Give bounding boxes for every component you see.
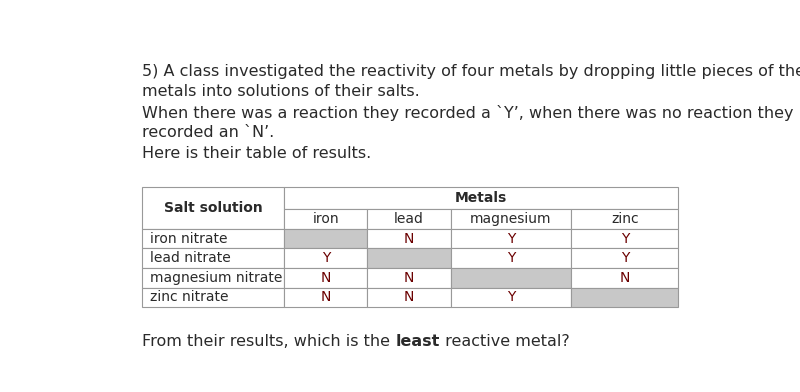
Text: Y: Y [506, 251, 515, 265]
Bar [142, 229, 284, 249]
Text: Metals: Metals [455, 191, 507, 205]
Text: N: N [404, 271, 414, 285]
Text: Y: Y [621, 232, 629, 245]
Bar [367, 209, 450, 229]
Text: N: N [620, 271, 630, 285]
Bar [367, 288, 450, 307]
Text: N: N [321, 271, 331, 285]
Text: From their results, which is the: From their results, which is the [142, 334, 395, 349]
Text: Y: Y [506, 290, 515, 305]
Text: When there was a reaction they recorded a `Y’, when there was no reaction they: When there was a reaction they recorded … [142, 105, 794, 121]
Bar [450, 209, 571, 229]
Text: iron nitrate: iron nitrate [150, 232, 227, 245]
Bar [284, 268, 367, 288]
Bar [571, 249, 678, 268]
Bar [284, 288, 367, 307]
Text: reactive metal?: reactive metal? [440, 334, 570, 349]
Text: lead nitrate: lead nitrate [150, 251, 230, 265]
Bar [284, 187, 678, 209]
Text: Y: Y [322, 251, 330, 265]
Text: metals into solutions of their salts.: metals into solutions of their salts. [142, 84, 420, 99]
Bar [142, 288, 284, 307]
Text: Salt solution: Salt solution [164, 201, 262, 215]
Text: 5) A class investigated the reactivity of four metals by dropping little pieces : 5) A class investigated the reactivity o… [142, 64, 800, 79]
Bar [367, 249, 450, 268]
Text: N: N [404, 232, 414, 245]
Bar [367, 268, 450, 288]
Bar [284, 229, 367, 249]
Text: zinc nitrate: zinc nitrate [150, 290, 228, 305]
Text: Y: Y [506, 232, 515, 245]
Text: Y: Y [621, 251, 629, 265]
Bar [284, 249, 367, 268]
Text: iron: iron [313, 212, 339, 226]
Text: recorded an `N’.: recorded an `N’. [142, 125, 274, 140]
Text: least: least [395, 334, 440, 349]
Bar [142, 187, 284, 229]
Bar [571, 288, 678, 307]
Bar [367, 229, 450, 249]
Bar [142, 249, 284, 268]
Bar [450, 249, 571, 268]
Text: N: N [404, 290, 414, 305]
Text: zinc: zinc [611, 212, 638, 226]
Text: magnesium nitrate: magnesium nitrate [150, 271, 282, 285]
Text: N: N [321, 290, 331, 305]
Bar [571, 268, 678, 288]
Bar [571, 229, 678, 249]
Bar [450, 268, 571, 288]
Text: Here is their table of results.: Here is their table of results. [142, 146, 371, 161]
Text: lead: lead [394, 212, 424, 226]
Bar [450, 229, 571, 249]
Bar [450, 288, 571, 307]
Bar [284, 209, 367, 229]
Bar [142, 268, 284, 288]
Bar [571, 209, 678, 229]
Text: magnesium: magnesium [470, 212, 552, 226]
